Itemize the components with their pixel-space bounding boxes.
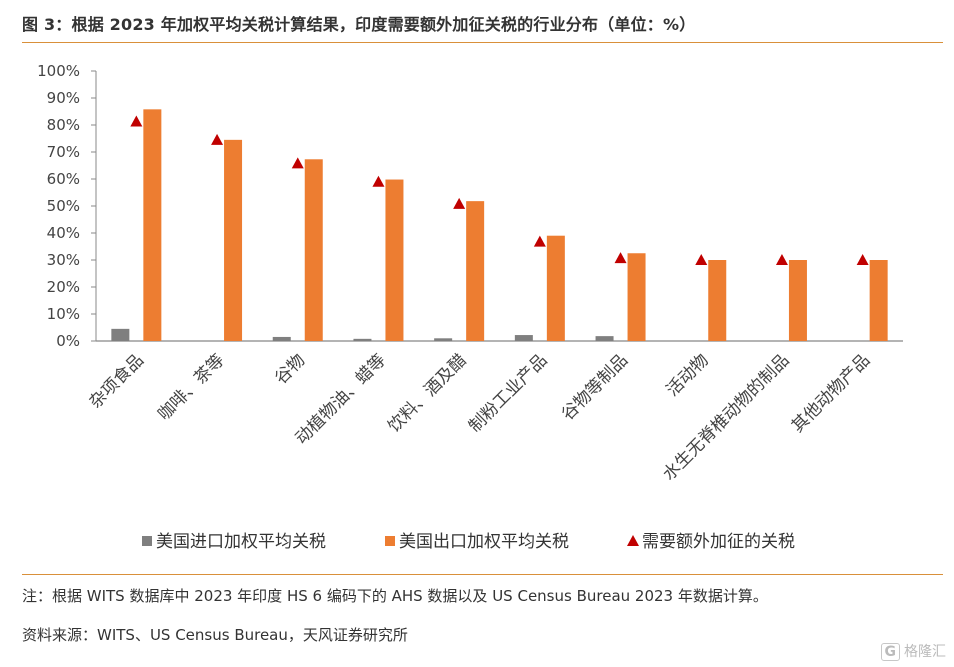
category-label: 饮料、酒及醋 <box>384 350 470 436</box>
bar-import-tariff <box>595 336 614 341</box>
watermark: G 格隆汇 <box>880 641 946 661</box>
marker-additional-tariff <box>614 252 627 264</box>
bar-export-tariff <box>224 139 243 341</box>
y-tick-label: 30% <box>47 251 80 269</box>
bar-export-tariff <box>627 253 646 341</box>
chart-area: 0% 10% 20% 30% 40% 50% 60% 70% 80% 90% 100% 杂项食品 咖啡… <box>37 62 903 552</box>
legend-swatch <box>385 536 395 546</box>
y-tick-label: 80% <box>47 116 80 134</box>
category-label: 活动物 <box>663 350 713 400</box>
y-tick-label: 60% <box>47 170 80 188</box>
marker-additional-tariff <box>211 133 224 145</box>
bar-import-tariff <box>272 336 291 341</box>
category-label: 谷物等制品 <box>558 350 632 424</box>
y-tick-label: 20% <box>47 278 80 296</box>
bar-export-tariff <box>546 235 565 341</box>
marker-additional-tariff <box>695 254 708 265</box>
bar-export-tariff <box>869 260 888 341</box>
top-divider <box>22 42 943 43</box>
legend-swatch <box>142 536 152 546</box>
bottom-divider <box>22 574 943 575</box>
category-label: 其他动物产品 <box>788 350 874 436</box>
y-axis: 0% 10% 20% 30% 40% 50% 60% 70% 80% 90% 100% <box>37 62 97 350</box>
category-label: 制粉工业产品 <box>465 350 551 436</box>
legend: 美国进口加权平均关税 美国出口加权平均关税 需要额外加征的关税 <box>142 532 795 552</box>
bar-import-tariff <box>353 338 372 341</box>
y-tick-label: 50% <box>47 197 80 215</box>
marker-additional-tariff <box>372 175 385 187</box>
y-tick-label: 10% <box>47 305 80 323</box>
bar-import-tariff <box>514 335 533 341</box>
marker-additional-tariff <box>453 197 466 209</box>
bar-import-tariff <box>111 328 130 341</box>
marker-additional-tariff <box>130 115 143 127</box>
legend-triangle-icon <box>627 535 639 546</box>
y-tick-label: 40% <box>47 224 80 242</box>
y-tick-label: 100% <box>37 62 80 80</box>
watermark-text: 格隆汇 <box>904 644 946 660</box>
marker-additional-tariff <box>775 254 788 265</box>
bar-import-tariff <box>434 338 453 341</box>
bar-export-tariff <box>143 109 162 341</box>
bars-layer <box>111 109 888 341</box>
bar-export-tariff <box>304 159 323 341</box>
bar-export-tariff <box>708 260 727 341</box>
marker-additional-tariff <box>291 157 304 169</box>
bar-export-tariff <box>788 260 807 341</box>
legend-label: 需要额外加征的关税 <box>642 532 795 552</box>
category-label: 谷物 <box>271 350 309 388</box>
y-tick-label: 70% <box>47 143 80 161</box>
watermark-logo-icon: G <box>880 643 900 661</box>
source-note: 资料来源：WITS、US Census Bureau，天风证券研究所 <box>22 626 408 644</box>
category-label: 杂项食品 <box>86 350 148 412</box>
legend-label: 美国出口加权平均关税 <box>399 532 569 552</box>
legend-label: 美国进口加权平均关税 <box>156 532 326 552</box>
markers-layer <box>130 115 869 265</box>
y-tick-label: 90% <box>47 89 80 107</box>
category-label: 咖啡、茶等 <box>154 350 228 424</box>
marker-additional-tariff <box>856 254 869 265</box>
bar-export-tariff <box>385 179 404 341</box>
chart-title: 图 3：根据 2023 年加权平均关税计算结果，印度需要额外加征关税的行业分布（… <box>22 15 696 34</box>
footnote: 注：根据 WITS 数据库中 2023 年印度 HS 6 编码下的 AHS 数据… <box>22 587 768 605</box>
bar-export-tariff <box>466 201 485 341</box>
marker-additional-tariff <box>533 235 546 247</box>
y-tick-label: 0% <box>56 332 80 350</box>
